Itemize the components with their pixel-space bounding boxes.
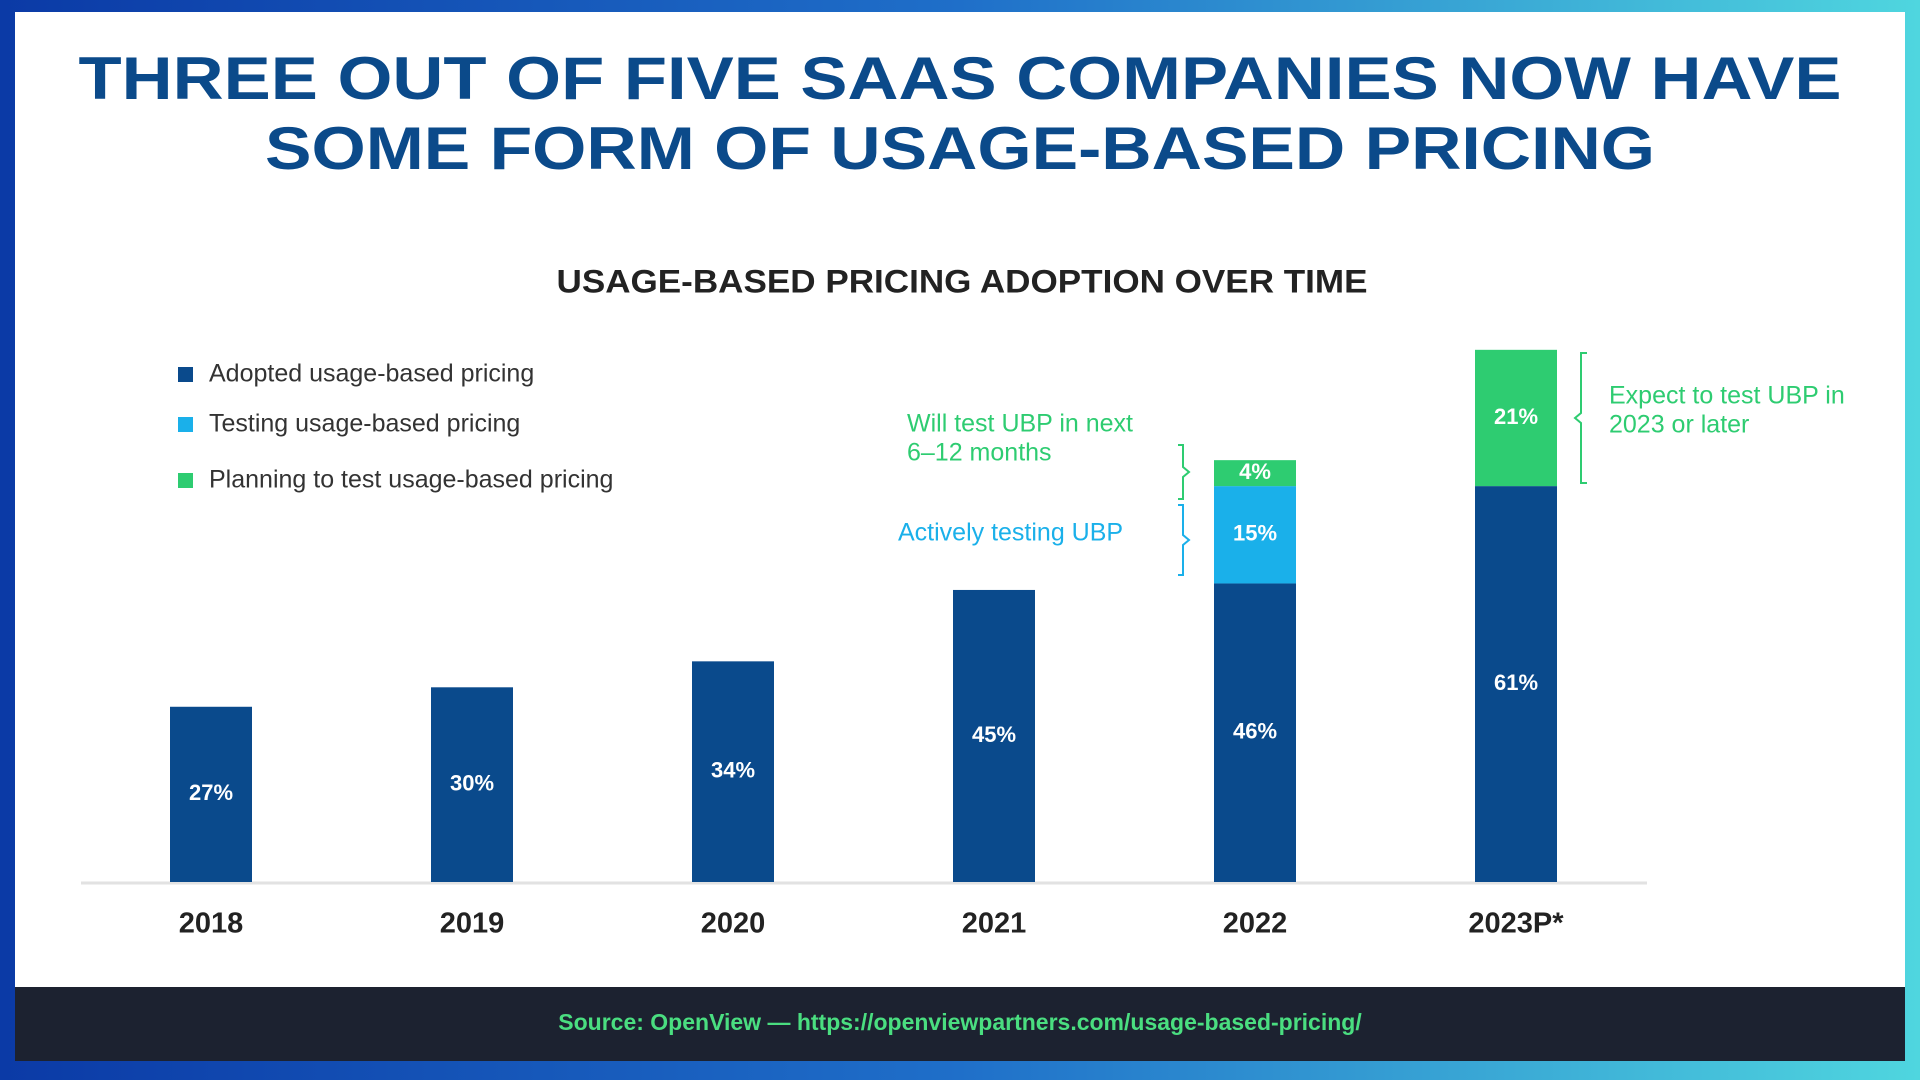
title-line: SOME FORM OF USAGE-BASED PRICING <box>265 115 1655 182</box>
source: Source: OpenView — https://openviewpartn… <box>558 1009 1362 1035</box>
bar-segment <box>953 589 1035 882</box>
data-label: 4% <box>1239 459 1271 484</box>
bracket <box>1573 352 1587 484</box>
data-label: 46% <box>1233 719 1277 744</box>
legend-label: Planning to test usage-based pricing <box>209 466 613 494</box>
annotation: Will test UBP in next <box>907 410 1133 438</box>
data-label: 30% <box>450 770 494 795</box>
bar-segment <box>1475 349 1557 487</box>
legend-swatch <box>178 473 193 488</box>
bar-segment <box>170 706 252 882</box>
chart-subtitle: USAGE-BASED PRICING ADOPTION OVER TIME <box>557 263 1368 299</box>
legend-label: Adopted usage-based pricing <box>209 360 534 388</box>
data-label: 34% <box>711 757 755 782</box>
x-tick-label: 2018 <box>179 908 244 940</box>
x-tick-label: 2023P* <box>1468 908 1564 940</box>
data-label: 27% <box>189 780 233 805</box>
bracket <box>1178 504 1191 576</box>
bar-segment <box>1214 583 1296 882</box>
x-tick-label: 2019 <box>440 908 505 940</box>
bar-segment <box>1475 486 1557 882</box>
annotation: Actively testing UBP <box>898 519 1123 547</box>
bar-segment <box>431 687 513 882</box>
data-label: 45% <box>972 722 1016 747</box>
data-label: 61% <box>1494 670 1538 695</box>
data-label: 21% <box>1494 404 1538 429</box>
annotation: Expect to test UBP in <box>1609 382 1845 410</box>
x-tick-label: 2022 <box>1223 908 1288 940</box>
legend-label: Testing usage-based pricing <box>209 410 520 438</box>
legend-swatch <box>178 417 193 432</box>
bar-segment <box>1214 486 1296 584</box>
title-line: THREE OUT OF FIVE SAAS COMPANIES NOW HAV… <box>79 45 1842 112</box>
data-label: 15% <box>1233 521 1277 546</box>
footer <box>15 987 1905 1061</box>
annotation: 6–12 months <box>907 439 1052 467</box>
bar-segment <box>1214 460 1296 487</box>
bracket <box>1178 444 1191 500</box>
annotation: 2023 or later <box>1609 411 1749 439</box>
legend-swatch <box>178 367 193 382</box>
x-tick-label: 2020 <box>701 908 766 940</box>
x-tick-label: 2021 <box>962 908 1027 940</box>
bar-segment <box>692 661 774 882</box>
